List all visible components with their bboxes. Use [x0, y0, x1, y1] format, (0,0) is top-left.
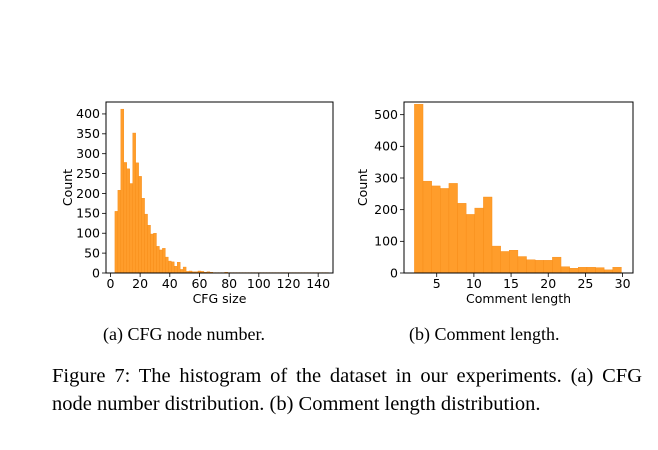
- y-axis-label: Count: [355, 169, 370, 206]
- histogram-bar: [182, 266, 187, 274]
- histogram-bar: [138, 176, 142, 274]
- y-tick-label: 500: [374, 107, 398, 122]
- figure-caption: Figure 7: The histogram of the dataset i…: [52, 365, 642, 415]
- subplot-caption-b: (b) Comment length.: [409, 324, 560, 344]
- histogram-bar: [491, 245, 501, 274]
- x-tick-label: 60: [192, 276, 208, 291]
- y-tick-label: 300: [76, 146, 100, 161]
- y-tick-label: 150: [76, 206, 100, 221]
- histogram-bar: [500, 251, 510, 274]
- histogram-bar: [448, 183, 458, 274]
- axes-frame: [403, 101, 634, 274]
- x-axis-label: CFG size: [193, 291, 247, 306]
- histogram-cfg-size: 0 20 40 60 80 100 120 140 0 50 100 150 200 250 300 350 4…: [60, 101, 334, 306]
- histogram-bar: [144, 213, 148, 274]
- y-tick-label: 300: [374, 170, 398, 185]
- x-tick-label: 25: [577, 276, 593, 291]
- histogram-bar: [174, 266, 178, 274]
- y-tick-label: 100: [76, 226, 100, 241]
- x-tick-label: 100: [247, 276, 271, 291]
- histogram-bar: [483, 196, 493, 274]
- histogram-bar: [431, 185, 441, 274]
- x-tick-label: 120: [277, 276, 301, 291]
- histogram-bar: [569, 268, 579, 274]
- histogram-bar: [171, 261, 175, 274]
- x-tick-label: 0: [106, 276, 114, 291]
- y-tick-label: 400: [374, 139, 398, 154]
- histogram-bar: [168, 260, 172, 274]
- x-tick-label: 20: [132, 276, 148, 291]
- histogram-bar: [114, 211, 119, 274]
- y-tick-label: 100: [374, 234, 398, 249]
- y-axis-label: Count: [60, 169, 75, 206]
- y-tick-label: 0: [390, 265, 398, 280]
- histogram-bar: [457, 203, 467, 274]
- y-tick-label: 250: [76, 166, 100, 181]
- histogram-bar: [150, 233, 154, 274]
- histogram-bar: [117, 190, 122, 274]
- histogram-bar: [560, 266, 570, 274]
- y-tick-label: 400: [76, 106, 100, 121]
- histogram-bar: [132, 132, 136, 274]
- histogram-bar: [422, 180, 432, 274]
- histogram-bar: [465, 214, 475, 274]
- histogram-bar: [147, 225, 151, 274]
- x-tick-label: 10: [466, 276, 482, 291]
- histogram-bar: [578, 267, 588, 274]
- histogram-bar: [517, 256, 527, 274]
- histogram-bar: [595, 267, 605, 274]
- x-tick-label: 140: [306, 276, 330, 291]
- histogram-bar: [177, 262, 181, 274]
- y-tick-label: 200: [374, 202, 398, 217]
- histogram-bar: [120, 108, 125, 274]
- axes-frame: [105, 101, 334, 274]
- x-axis-label: Comment length: [466, 291, 571, 306]
- x-tick-label: 20: [540, 276, 556, 291]
- histogram-bar: [586, 267, 596, 274]
- histogram-bar: [414, 104, 424, 274]
- histogram-bar: [129, 183, 133, 274]
- histogram-bar: [156, 246, 160, 274]
- histogram-bar: [526, 259, 536, 274]
- histogram-bar: [126, 168, 130, 274]
- histogram-bar: [543, 260, 553, 274]
- histogram-bar: [153, 233, 157, 274]
- histogram-bar: [474, 207, 484, 274]
- histogram-bar: [612, 267, 622, 274]
- histogram-bar: [534, 260, 544, 274]
- subplot-caption-a: (a) CFG node number.: [103, 324, 265, 344]
- x-tick-label: 5: [433, 276, 441, 291]
- histogram-bar: [123, 162, 127, 274]
- x-tick-label: 80: [221, 276, 237, 291]
- x-tick-label: 30: [615, 276, 631, 291]
- x-tick-label: 40: [162, 276, 178, 291]
- histogram-bar: [165, 256, 169, 274]
- x-tick-label: 15: [503, 276, 519, 291]
- y-tick-label: 0: [92, 265, 100, 280]
- histogram-bar: [159, 249, 163, 274]
- histogram-bar: [162, 248, 166, 274]
- histogram-bar: [135, 162, 139, 274]
- y-tick-label: 200: [76, 186, 100, 201]
- histogram-bar: [179, 269, 184, 274]
- histogram-bar: [440, 188, 450, 274]
- histogram-bar: [141, 198, 145, 274]
- y-tick-label: 350: [76, 126, 100, 141]
- histogram-bar: [552, 256, 562, 274]
- histogram-bar: [509, 249, 519, 274]
- y-tick-label: 50: [84, 245, 100, 260]
